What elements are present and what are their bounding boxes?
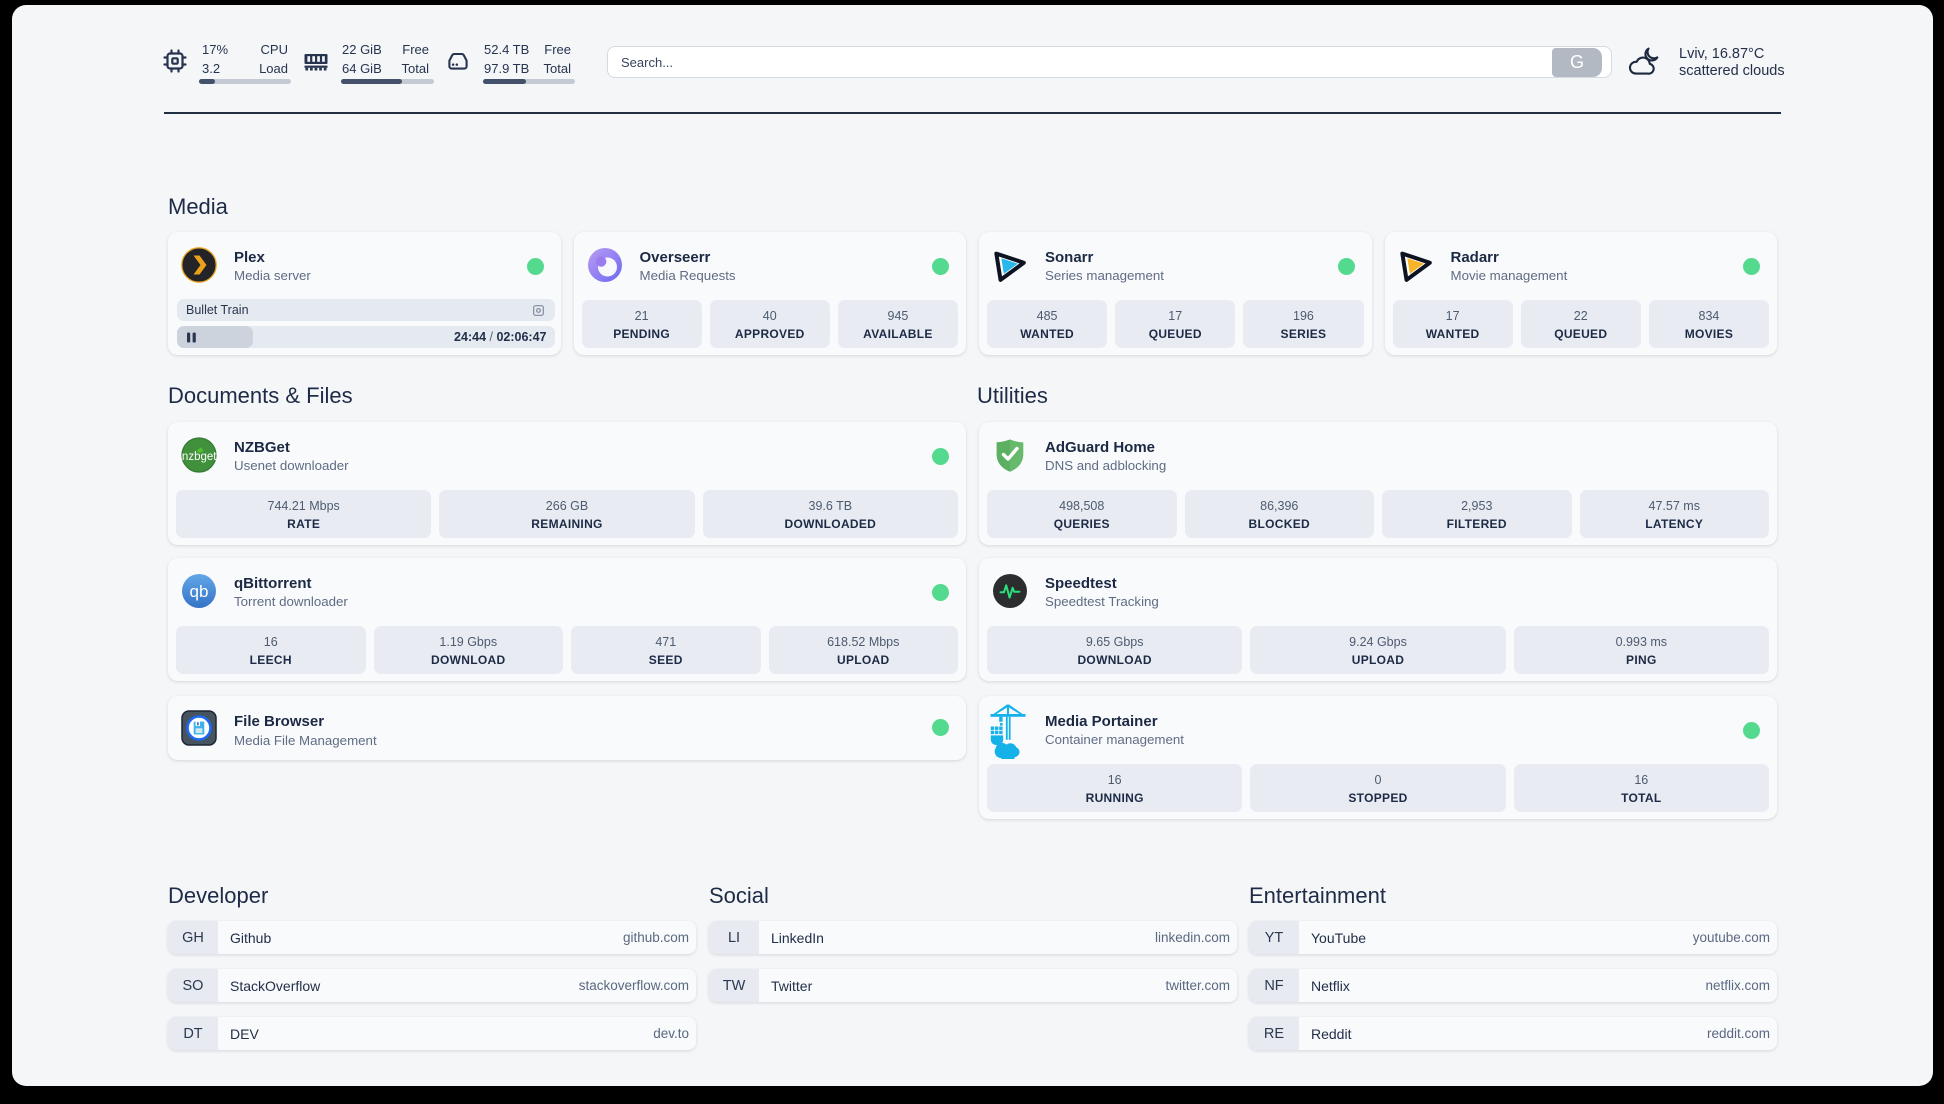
svg-text:nzbget: nzbget — [182, 451, 217, 463]
svg-text:qb: qb — [190, 582, 209, 601]
